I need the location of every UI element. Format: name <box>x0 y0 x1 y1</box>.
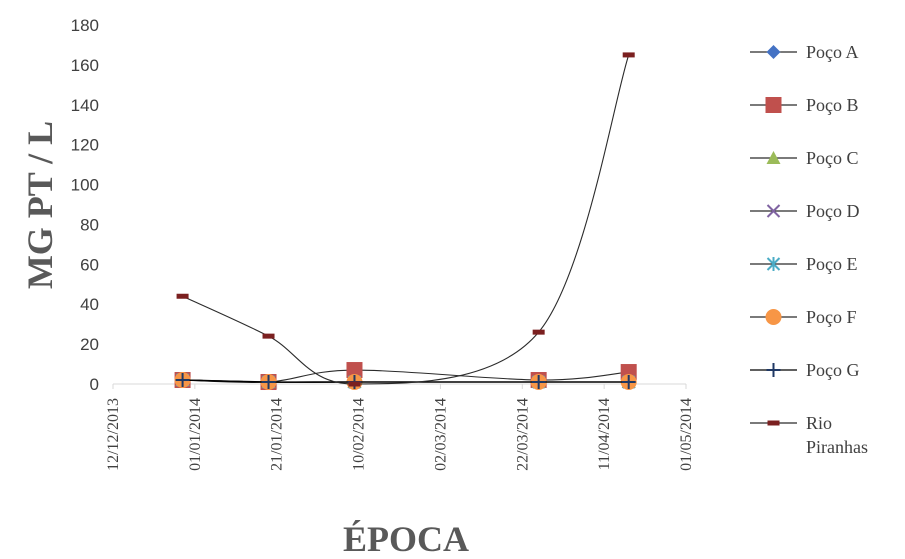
y-tick-label: 180 <box>71 16 99 35</box>
legend-item: Poço B <box>750 95 859 115</box>
data-point <box>261 375 276 390</box>
x-tick-label: 02/03/2014 <box>432 398 449 471</box>
y-tick-label: 20 <box>80 335 99 354</box>
data-point <box>346 362 363 379</box>
legend-label: Poço A <box>806 42 859 62</box>
legend-marker <box>765 309 782 325</box>
data-point <box>262 333 275 339</box>
data-point <box>532 329 545 335</box>
data-point <box>175 373 190 388</box>
data-point <box>621 375 636 390</box>
legend: Poço A Poço B Poço C Poço D Poço E Poço F Poço… <box>750 42 868 457</box>
legend-marker <box>766 204 781 218</box>
legend-marker <box>767 420 780 426</box>
legend-label: Poço F <box>806 307 857 327</box>
series-poo-b <box>174 362 637 391</box>
legend-label: Poço D <box>806 201 860 221</box>
x-tick-label: 12/12/2013 <box>105 398 122 471</box>
legend-item: Poço E <box>750 254 858 274</box>
x-tick-label: 01/05/2014 <box>678 398 695 471</box>
x-axis-ticks: 12/12/2013 01/01/2014 21/01/2014 10/02/2014… <box>105 384 695 471</box>
x-tick-label: 10/02/2014 <box>351 398 368 471</box>
legend-item: Rio Piranhas <box>750 413 868 457</box>
x-tick-label: 21/01/2014 <box>269 398 286 471</box>
legend-label: Rio Piranhas <box>806 413 868 457</box>
y-axis-ticks: 0 20 40 60 80 100 120 140 160 180 <box>71 16 99 394</box>
legend-item: Poço D <box>750 201 860 221</box>
series-line <box>182 379 629 383</box>
data-point <box>531 375 546 390</box>
series-poo-c <box>175 373 636 389</box>
legend-item: Poço G <box>750 360 860 380</box>
data-point <box>176 293 189 299</box>
legend-marker <box>766 151 781 164</box>
legend-item: Poço A <box>750 42 859 62</box>
y-tick-label: 60 <box>80 255 99 274</box>
legend-label: Poço B <box>806 95 859 115</box>
x-tick-label: 01/01/2014 <box>187 398 204 471</box>
x-tick-label: 22/03/2014 <box>514 398 531 471</box>
legend-marker <box>766 363 781 377</box>
series-layer <box>174 52 637 391</box>
y-tick-label: 80 <box>80 215 99 234</box>
y-tick-label: 120 <box>71 136 99 155</box>
y-tick-label: 140 <box>71 96 99 115</box>
legend-label: Poço G <box>806 360 860 380</box>
y-axis-title: MG PT / L <box>20 121 60 289</box>
series-line <box>182 369 629 384</box>
legend-marker <box>765 97 782 113</box>
legend-item: Poço F <box>750 307 857 327</box>
series-rio-piranhas <box>176 52 635 387</box>
legend-item: Poço C <box>750 148 859 168</box>
y-tick-label: 160 <box>71 56 99 75</box>
y-tick-label: 100 <box>71 176 99 195</box>
legend-marker <box>766 257 781 271</box>
x-axis-title: ÉPOCA <box>343 519 469 559</box>
y-tick-label: 0 <box>90 375 99 394</box>
series-line <box>182 54 630 385</box>
series-poo-g <box>175 373 636 390</box>
legend-marker <box>766 45 781 59</box>
y-tick-label: 40 <box>80 295 99 314</box>
legend-label: Poço C <box>806 148 859 168</box>
data-point <box>622 52 635 58</box>
x-tick-label: 11/04/2014 <box>596 398 613 470</box>
data-point <box>348 381 361 387</box>
legend-label: Poço E <box>806 254 858 274</box>
